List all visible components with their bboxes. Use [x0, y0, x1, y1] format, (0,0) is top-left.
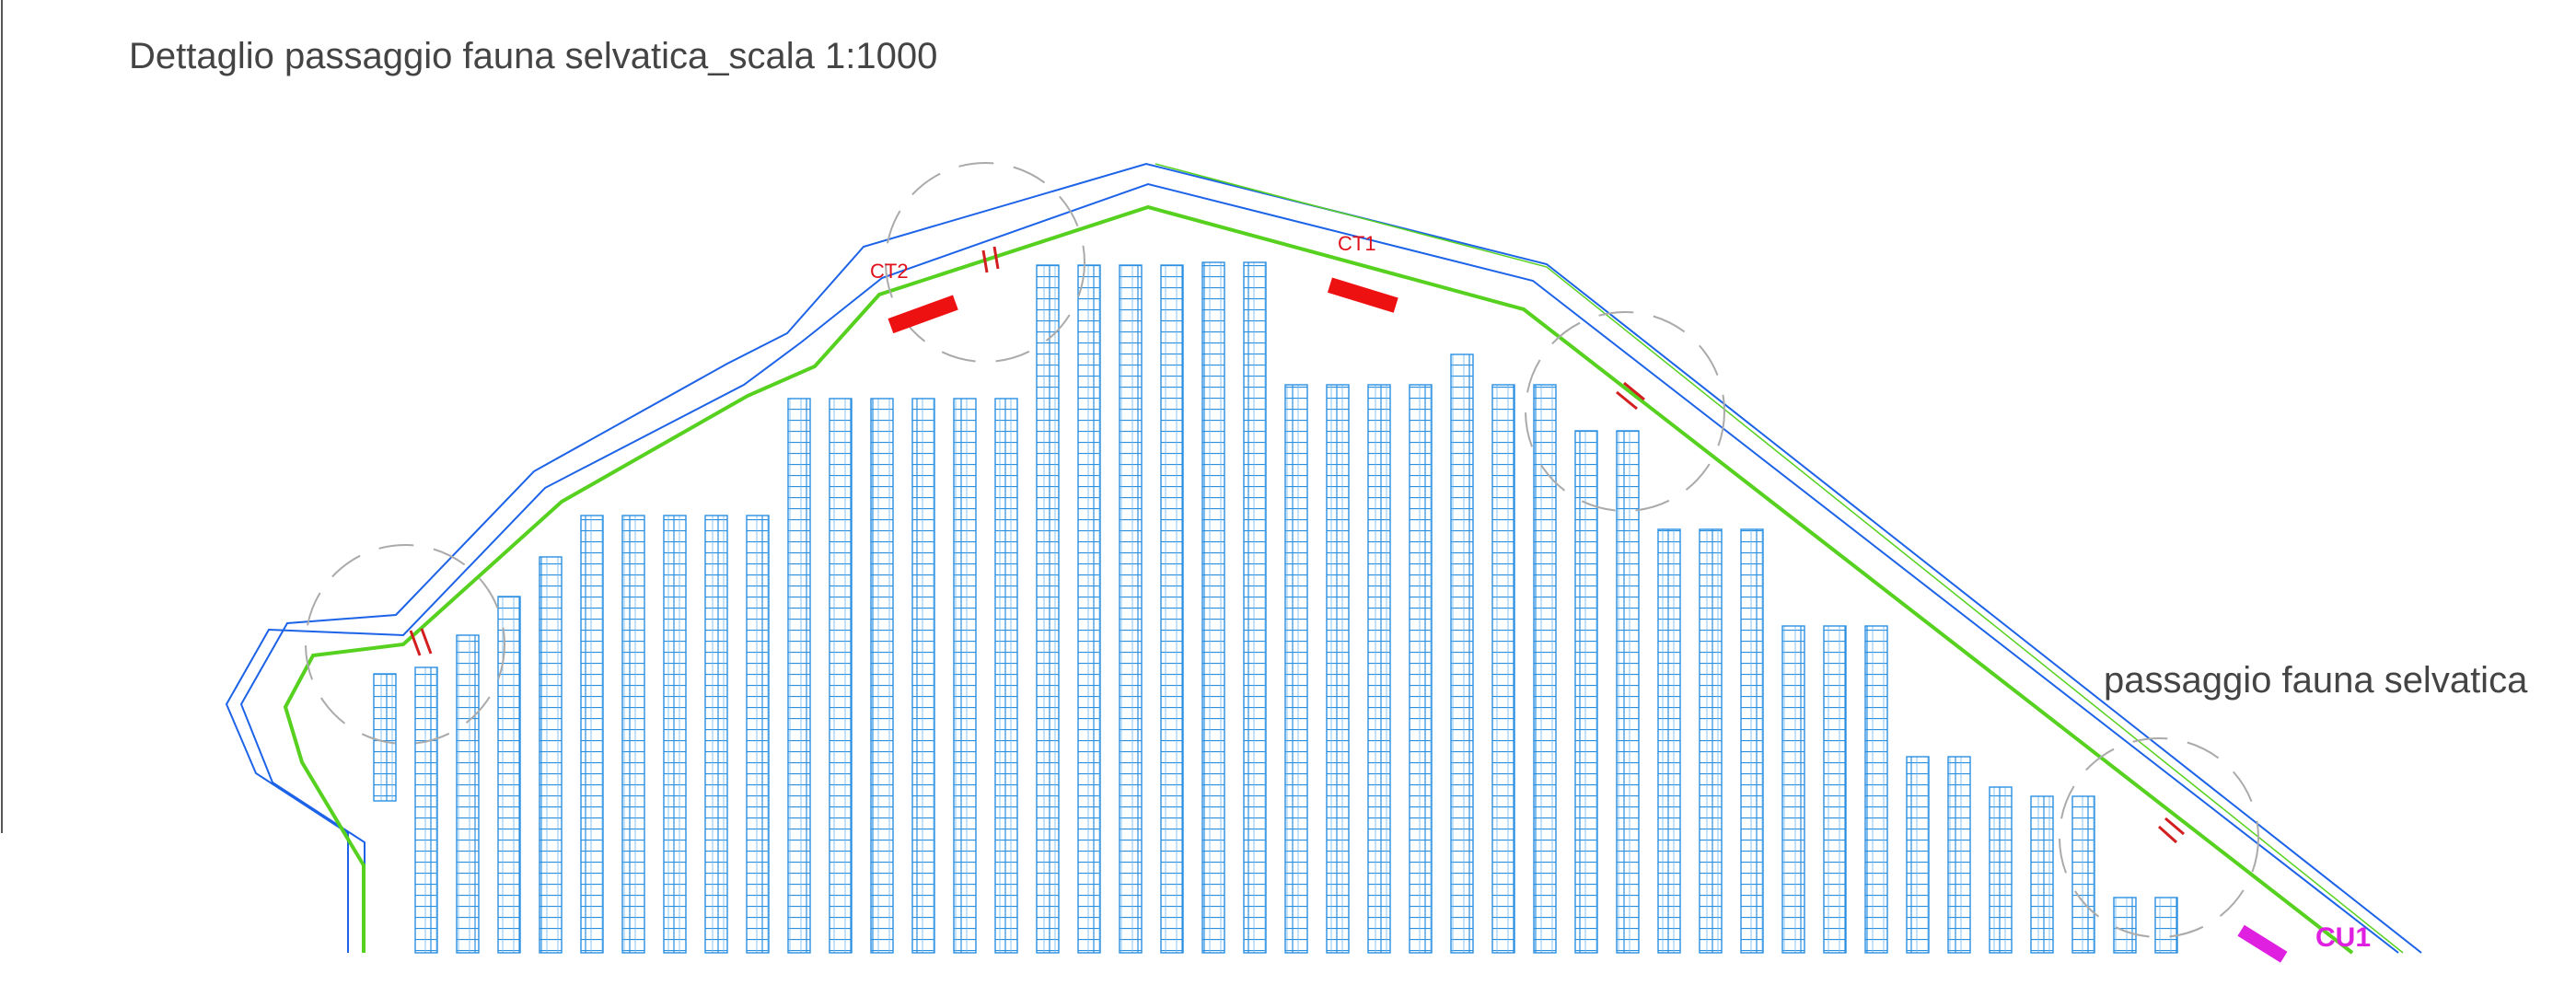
pv-panel-row [1409, 384, 1433, 954]
pv-panel-row [870, 398, 894, 954]
pv-panel-row [1616, 430, 1640, 954]
pv-panel-row [1201, 261, 1225, 954]
pv-panel-row [1036, 264, 1060, 954]
pv-panel-row [1367, 384, 1391, 954]
pv-panel-row [953, 398, 977, 954]
fence-outer-line [239, 162, 2422, 954]
pv-panel-row [1326, 384, 1350, 954]
pv-panel-row [1574, 430, 1598, 954]
pv-panel-row [1491, 384, 1515, 954]
green-boundary-line [283, 204, 2354, 955]
pv-panel-row [373, 673, 397, 802]
pv-panel-row [2154, 897, 2178, 954]
pv-panel-row [663, 515, 687, 954]
pv-panel-row [1781, 625, 1805, 954]
pv-panel-row [1119, 264, 1143, 954]
pv-panel-row [2113, 897, 2137, 954]
pv-panel-row [1947, 756, 1971, 954]
pv-panel-row [746, 515, 770, 954]
gate-mark [981, 246, 1000, 273]
pv-panel-row [911, 398, 935, 954]
pv-panel-row [1823, 625, 1847, 954]
pv-panel-row [1864, 625, 1888, 954]
cabin-ct1-marker [1327, 277, 1398, 313]
pv-panel-rows [373, 261, 2178, 954]
pv-panel-row [2071, 795, 2095, 954]
pv-panel-row [621, 515, 645, 954]
cabin-label-ct2: CT2 [870, 260, 909, 283]
pv-panel-row [539, 556, 563, 954]
fauna-passage-circle [1525, 311, 1725, 512]
fauna-passage-circle [2059, 737, 2259, 938]
pv-panel-row [829, 398, 853, 954]
cu1-label: CU1 [2315, 922, 2371, 953]
pv-panel-row [2030, 795, 2054, 954]
pv-panel-row [456, 634, 480, 954]
pv-panel-row [580, 515, 604, 954]
pv-panel-row [1740, 528, 1764, 954]
pv-panel-row [704, 515, 728, 954]
pv-panel-row [1989, 786, 2013, 954]
pv-panel-row [1657, 528, 1681, 954]
fauna-passage-callout: passaggio fauna selvatica [2104, 660, 2528, 701]
cabin-label-ct1: CT1 [1338, 232, 1376, 255]
pv-panel-row [1243, 261, 1267, 954]
fence-inner-line [225, 182, 2399, 954]
gate-mark [1616, 381, 1645, 411]
pv-panel-row [1450, 353, 1474, 954]
pv-panel-row [1906, 756, 1930, 954]
pv-panel-row [1160, 264, 1184, 954]
gate-mark [409, 628, 433, 656]
cu1-marker [2237, 924, 2288, 963]
pv-panel-row [787, 398, 811, 954]
pv-panel-row [994, 398, 1018, 954]
pv-panel-row [1699, 528, 1723, 954]
cabin-ct2-marker [888, 295, 958, 334]
pv-panel-row [1284, 384, 1308, 954]
fauna-passage-circle [305, 544, 505, 745]
pv-panel-row [1077, 264, 1101, 954]
pv-panel-row [497, 596, 521, 954]
pv-panel-row [414, 666, 438, 954]
fauna-passage-circle [885, 162, 1085, 363]
drawing-title: Dettaglio passaggio fauna selvatica_scal… [129, 36, 937, 76]
gate-mark [2157, 817, 2185, 844]
green-outer-line [1155, 163, 2404, 954]
